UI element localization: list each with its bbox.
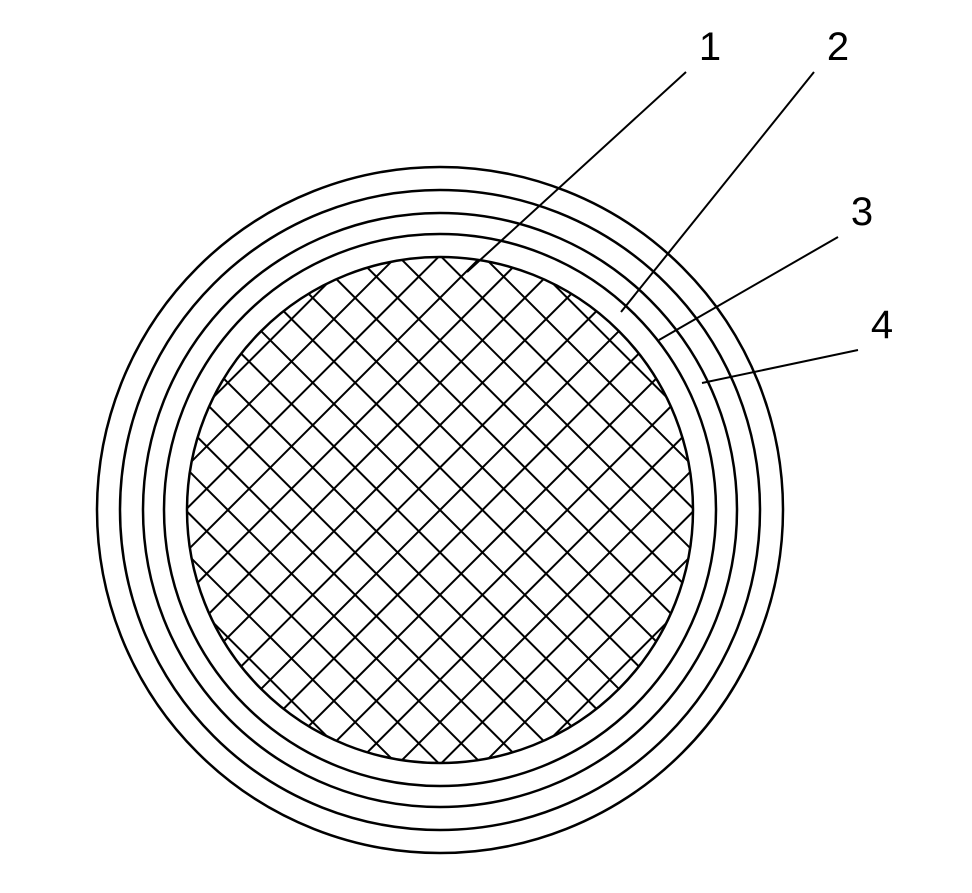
label-4: 4 <box>871 303 893 347</box>
label-3: 3 <box>851 190 873 234</box>
label-1: 1 <box>699 25 721 69</box>
label-2: 2 <box>827 25 849 69</box>
